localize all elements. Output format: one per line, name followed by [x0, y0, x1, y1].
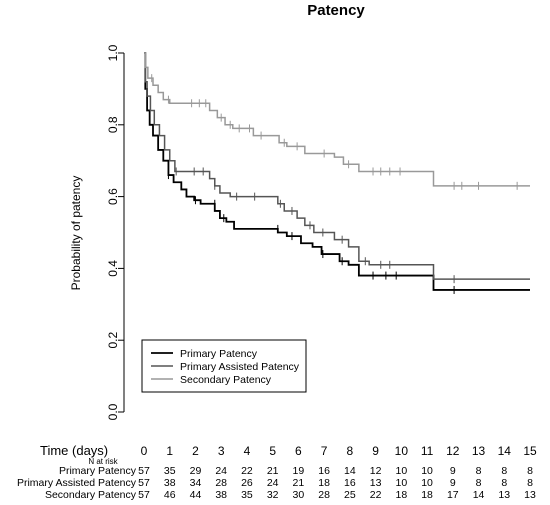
x-tick-label: 7: [321, 444, 328, 458]
risk-value: 29: [190, 465, 202, 477]
risk-value: 35: [241, 489, 253, 501]
risk-value: 38: [215, 489, 227, 501]
x-tick-label: 3: [218, 444, 225, 458]
risk-value: 32: [267, 489, 279, 501]
y-axis-label: Probability of patency: [69, 176, 83, 291]
risk-value: 22: [241, 465, 253, 477]
risk-value: 8: [501, 477, 507, 489]
risk-value: 8: [527, 477, 533, 489]
risk-value: 10: [421, 465, 433, 477]
risk-value: 24: [267, 477, 279, 489]
x-axis-label: Time (days): [40, 443, 108, 458]
risk-value: 16: [318, 465, 330, 477]
x-tick-label: 10: [395, 444, 409, 458]
legend-label: Primary Patency: [180, 348, 258, 360]
risk-table: Primary Patency 57 35 29 24 22 21 19 16 14 12 10 10 9…: [17, 465, 536, 501]
risk-table-title: N at risk: [88, 457, 118, 466]
risk-value: 34: [190, 477, 202, 489]
risk-value: 10: [395, 465, 407, 477]
risk-value: 10: [395, 477, 407, 489]
risk-row-label: Primary Patency: [59, 465, 137, 477]
risk-value: 8: [476, 477, 482, 489]
x-tick-label: 13: [472, 444, 486, 458]
series-layer: [144, 52, 530, 294]
risk-value: 13: [370, 477, 382, 489]
risk-value: 9: [450, 465, 456, 477]
risk-value: 14: [344, 465, 356, 477]
chart-title: Patency: [307, 2, 365, 19]
y-tick-label: 0.8: [106, 116, 120, 133]
risk-value: 18: [421, 489, 433, 501]
risk-value: 10: [421, 477, 433, 489]
legend-label: Primary Assisted Patency: [180, 361, 300, 373]
risk-value: 18: [395, 489, 407, 501]
risk-value: 46: [164, 489, 176, 501]
series-group: [144, 52, 530, 294]
risk-value: 13: [524, 489, 536, 501]
x-tick-label: 0: [141, 444, 148, 458]
risk-value: 17: [447, 489, 459, 501]
x-tick-label: 1: [166, 444, 173, 458]
x-tick-label: 6: [295, 444, 302, 458]
risk-value: 14: [473, 489, 485, 501]
risk-value: 25: [344, 489, 356, 501]
risk-value: 8: [501, 465, 507, 477]
x-tick-label: 4: [244, 444, 251, 458]
y-tick-label: 0.0: [106, 403, 120, 420]
risk-value: 28: [318, 489, 330, 501]
risk-value: 16: [344, 477, 356, 489]
x-tick-label: 15: [523, 444, 537, 458]
risk-value: 8: [476, 465, 482, 477]
x-tick-label: 14: [498, 444, 512, 458]
risk-value: 44: [190, 489, 202, 501]
risk-value: 30: [293, 489, 305, 501]
risk-value: 28: [215, 477, 227, 489]
risk-value: 57: [138, 477, 150, 489]
risk-value: 24: [215, 465, 227, 477]
series-group: [144, 52, 530, 284]
risk-value: 26: [241, 477, 253, 489]
series-line: [144, 52, 530, 280]
risk-value: 13: [498, 489, 510, 501]
axes: 0.00.20.40.60.81.00 1 2 3 4 5 6 7 8 9 10 11 12 13 14 15: [106, 44, 537, 458]
risk-row-label: Primary Assisted Patency: [17, 477, 137, 489]
risk-value: 8: [527, 465, 533, 477]
risk-value: 18: [318, 477, 330, 489]
risk-value: 19: [293, 465, 305, 477]
risk-value: 21: [293, 477, 305, 489]
x-tick-label: 9: [372, 444, 379, 458]
y-tick-label: 0.6: [106, 188, 120, 205]
series-group: [144, 52, 530, 190]
legend-label: Secondary Patency: [180, 374, 272, 386]
risk-value: 57: [138, 465, 150, 477]
x-tick-label: 5: [269, 444, 276, 458]
x-tick-label: 2: [192, 444, 199, 458]
risk-value: 57: [138, 489, 150, 501]
x-tick-label: 11: [421, 444, 434, 458]
y-tick-label: 1.0: [106, 44, 120, 61]
y-tick-label: 0.2: [106, 332, 120, 349]
risk-value: 22: [370, 489, 382, 501]
series-line: [144, 52, 530, 187]
risk-row-label: Secondary Patency: [45, 489, 137, 501]
risk-value: 38: [164, 477, 176, 489]
risk-value: 35: [164, 465, 176, 477]
risk-value: 21: [267, 465, 279, 477]
risk-value: 12: [370, 465, 382, 477]
x-tick-label: 12: [446, 444, 460, 458]
y-tick-label: 0.4: [106, 260, 120, 277]
x-tick-label: 8: [347, 444, 354, 458]
risk-value: 9: [450, 477, 456, 489]
